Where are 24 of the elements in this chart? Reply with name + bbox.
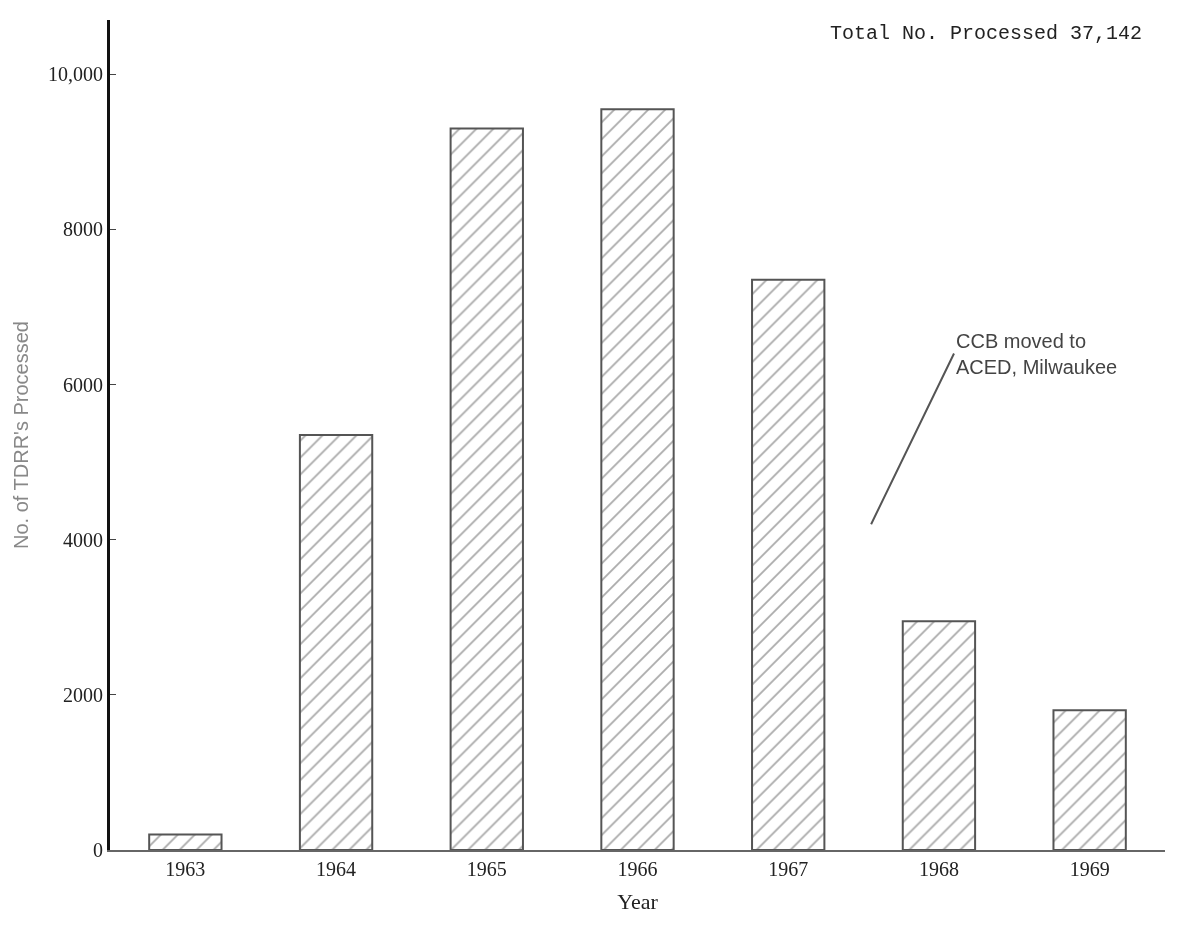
bar bbox=[449, 127, 524, 850]
x-tick-label: 1965 bbox=[466, 858, 507, 880]
y-tick-label: 0 bbox=[93, 839, 103, 861]
x-tick-label: 1964 bbox=[316, 858, 357, 880]
y-axis-title: No. of TDRR's Processed bbox=[9, 321, 32, 549]
bar bbox=[1052, 709, 1127, 850]
y-tick-label: 4000 bbox=[63, 528, 103, 551]
x-tick-label: 1969 bbox=[1069, 858, 1110, 880]
y-tick-label: 6000 bbox=[63, 373, 103, 396]
x-tick-label: 1968 bbox=[918, 858, 959, 880]
annotation: CCB moved to ACED, Milwaukee bbox=[956, 330, 1118, 378]
bar bbox=[901, 620, 977, 850]
y-tick-label: 8000 bbox=[63, 218, 103, 241]
bar bbox=[751, 278, 826, 850]
bar bbox=[148, 833, 223, 850]
x-axis-title: Year bbox=[617, 889, 659, 915]
bar bbox=[600, 108, 675, 850]
annotation: Total No. Processed 37,142 bbox=[830, 22, 1143, 45]
x-tick-label: 1966 bbox=[617, 858, 658, 880]
y-tick-label: 10,000 bbox=[48, 63, 103, 86]
y-tick-label: 2000 bbox=[63, 683, 103, 706]
x-tick-label: 1967 bbox=[768, 858, 809, 880]
x-tick-label: 1963 bbox=[165, 858, 206, 880]
bar bbox=[298, 434, 374, 850]
